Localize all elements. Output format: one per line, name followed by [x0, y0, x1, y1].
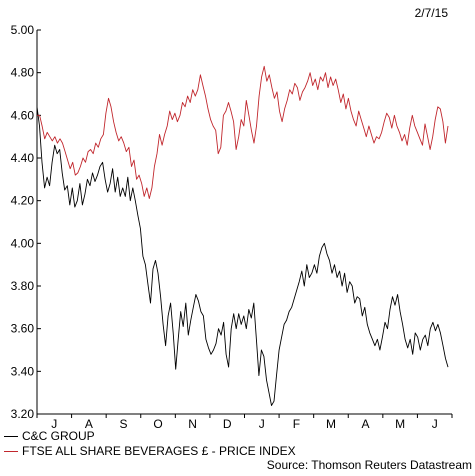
x-tick-label: A — [85, 417, 93, 431]
x-tick-label: M — [395, 417, 405, 431]
y-tick-label: 4.40 — [11, 151, 35, 165]
y-tick-label: 3.60 — [11, 322, 35, 336]
y-tick-label: 5.00 — [11, 23, 35, 37]
y-tick-label: 4.20 — [11, 194, 35, 208]
x-tick-label: J — [51, 417, 57, 431]
y-tick-label: 3.80 — [11, 279, 35, 293]
legend-item-cc-group: C&C GROUP — [4, 429, 95, 443]
legend-label-cc-group: C&C GROUP — [22, 429, 95, 443]
x-tick-label: M — [326, 417, 336, 431]
x-tick-label: J — [259, 417, 265, 431]
legend-swatch-cc-group — [4, 436, 18, 438]
x-tick-label: A — [362, 417, 370, 431]
axes: 5.00 4.80 4.60 4.40 4.20 4.00 3.80 3.60 3.40 3.20… — [11, 23, 453, 431]
x-tick-label: O — [153, 417, 162, 431]
y-tick-label: 4.60 — [11, 108, 35, 122]
legend-swatch-ftse-beverages — [4, 451, 18, 453]
x-tick-label: J — [432, 417, 438, 431]
series-line-ftse-beverages — [37, 65, 449, 199]
x-tick-label: D — [223, 417, 232, 431]
date-label: 2/7/15 — [414, 6, 448, 20]
x-tick-label: F — [293, 417, 300, 431]
series-line-cc-group — [36, 106, 449, 406]
y-tick-label: 4.00 — [11, 236, 35, 250]
y-tick-label: 3.20 — [11, 407, 35, 421]
x-tick-label: N — [188, 417, 197, 431]
x-tick-label: S — [119, 417, 127, 431]
legend-item-ftse-beverages: FTSE ALL SHARE BEVERAGES £ - PRICE INDEX — [4, 444, 296, 458]
legend-label-ftse-beverages: FTSE ALL SHARE BEVERAGES £ - PRICE INDEX — [22, 444, 296, 458]
y-tick-label: 4.80 — [11, 66, 35, 80]
source-note: Source: Thomson Reuters Datastream — [266, 458, 472, 472]
series-lines — [36, 65, 449, 406]
y-tick-label: 3.40 — [11, 364, 35, 378]
